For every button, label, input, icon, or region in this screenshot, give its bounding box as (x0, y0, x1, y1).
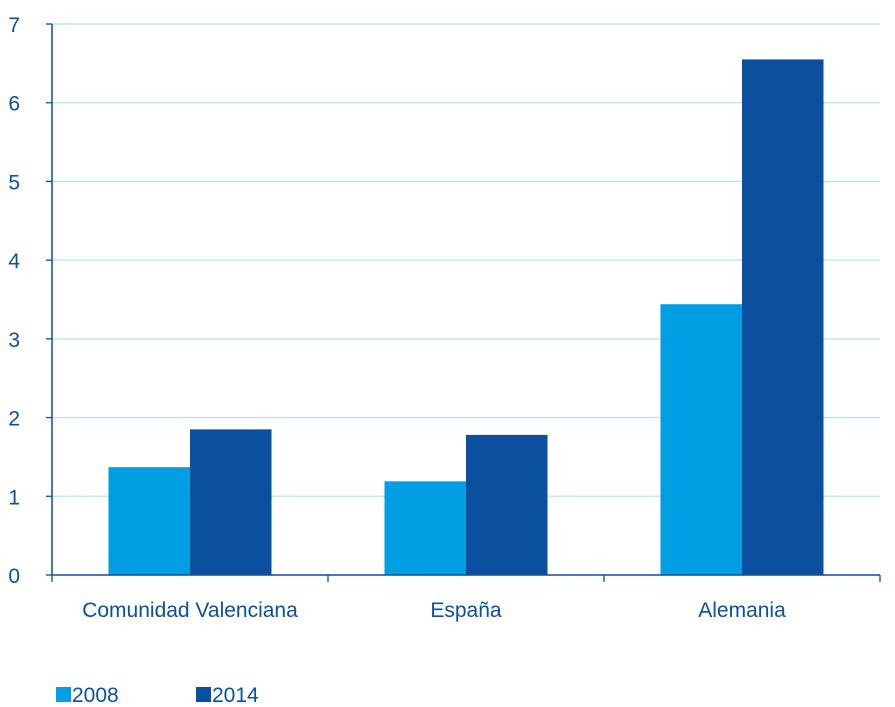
legend-label: 2014 (212, 684, 259, 707)
axes (46, 23, 881, 582)
y-tick-label: 3 (8, 329, 20, 352)
gridlines (52, 23, 880, 497)
y-tick-label: 0 (8, 565, 20, 588)
y-tick-label: 7 (8, 14, 20, 37)
bar-2014-2 (742, 59, 824, 575)
x-category-label: Comunidad Valenciana (82, 599, 298, 622)
bar-2008-2 (660, 304, 742, 575)
x-category-label: España (430, 599, 502, 622)
y-tick-label: 6 (8, 93, 20, 116)
y-tick-label: 1 (8, 486, 20, 509)
bar-2014-1 (466, 434, 548, 575)
bars (108, 59, 824, 575)
y-tick-label: 5 (8, 171, 20, 194)
y-tick-label: 2 (8, 408, 20, 431)
bar-2008-0 (108, 467, 190, 575)
legend: 2008 2014 (56, 684, 259, 707)
bar-2008-1 (384, 481, 466, 575)
x-category-label: Alemania (698, 599, 786, 622)
x-category-labels: Comunidad Valenciana España Alemania (82, 599, 786, 622)
legend-swatch-2008 (56, 687, 71, 702)
y-tick-label: 4 (8, 250, 20, 273)
legend-swatch-2014 (196, 687, 211, 702)
y-tick-labels: 0 1 2 3 4 5 6 7 (8, 14, 20, 588)
legend-label: 2008 (72, 684, 119, 707)
bar-2014-0 (190, 429, 272, 575)
